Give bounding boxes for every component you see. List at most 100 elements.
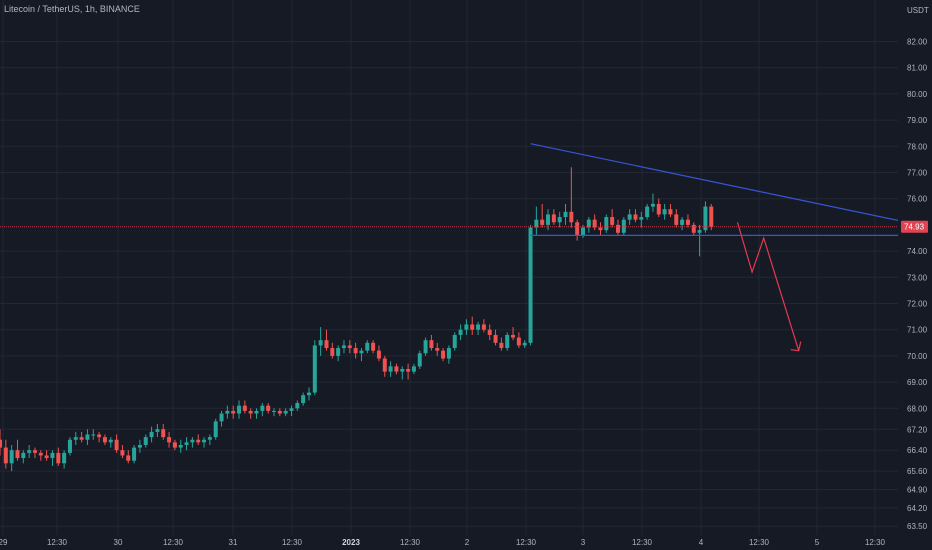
price-tick-label: 63.50 — [907, 522, 928, 531]
candle-body — [633, 214, 638, 220]
candle-body — [697, 230, 702, 233]
price-tick-label: 81.00 — [907, 64, 928, 73]
candle-body — [50, 452, 55, 459]
candle-body — [32, 450, 37, 453]
candle-body — [441, 350, 446, 359]
candle-body — [534, 219, 539, 228]
price-tick-label: 69.00 — [907, 378, 928, 387]
price-tick-label: 77.00 — [907, 169, 928, 178]
candle-body — [62, 452, 67, 464]
candle-body — [685, 219, 690, 225]
candle-body — [627, 214, 632, 220]
candle-body — [202, 439, 207, 443]
time-tick-label: 12:30 — [163, 538, 184, 547]
last-price-badge — [901, 220, 928, 233]
price-tick-label: 76.00 — [907, 195, 928, 204]
candle-body — [207, 437, 212, 440]
candle-body — [260, 405, 265, 411]
candle-body — [318, 340, 323, 346]
projection-path — [736, 222, 800, 351]
candle-body — [499, 342, 504, 349]
candle-body — [231, 410, 236, 414]
candle-body — [604, 217, 609, 231]
candle-body — [27, 450, 32, 453]
candle-body — [196, 439, 201, 443]
candle-body — [353, 348, 358, 354]
time-tick-label: 29 — [0, 538, 8, 547]
candle-body — [505, 334, 510, 349]
candle-body — [172, 442, 177, 448]
candle-body — [656, 203, 661, 215]
candle-body — [248, 410, 253, 414]
time-axis-bg — [0, 535, 932, 550]
candle-body — [254, 410, 259, 414]
price-tick-label: 72.00 — [907, 300, 928, 309]
candle-body — [668, 209, 673, 215]
price-tick-label: 73.00 — [907, 273, 928, 282]
candle-body — [341, 345, 346, 349]
time-tick-label: 12:30 — [282, 538, 303, 547]
candle-body — [108, 439, 113, 443]
candle-body — [464, 324, 469, 330]
candle-body — [0, 439, 2, 448]
time-tick-label: 12:30 — [749, 538, 770, 547]
candle-body — [429, 340, 434, 349]
candle-body — [487, 329, 492, 335]
candle-body — [38, 452, 43, 456]
candle-body — [242, 405, 247, 411]
candle-body — [184, 442, 189, 445]
time-tick-label: 12:30 — [516, 538, 537, 547]
candle-body — [161, 429, 166, 438]
candle-body — [511, 334, 516, 338]
candle-body — [481, 324, 486, 330]
candle-body — [295, 403, 300, 409]
price-axis-bg — [898, 0, 932, 550]
candle-body — [406, 369, 411, 372]
candle-body — [289, 408, 294, 411]
candle-body — [44, 455, 49, 459]
candle-body — [365, 342, 370, 351]
candle-body — [394, 366, 399, 372]
candle-body — [411, 366, 416, 372]
candle-body — [126, 455, 131, 461]
candle-body — [388, 366, 393, 372]
candle-body — [167, 437, 172, 443]
time-tick-label: 31 — [229, 538, 238, 547]
candle-body — [336, 348, 341, 356]
candle-body — [15, 450, 20, 459]
candle-body — [114, 439, 119, 451]
candle-body — [85, 434, 90, 440]
candle-body — [382, 358, 387, 372]
candle-body — [213, 421, 218, 438]
candle-body — [91, 434, 96, 436]
candle-body — [301, 395, 306, 404]
candle-body — [569, 211, 574, 223]
candle-body — [219, 413, 224, 422]
candle-body — [551, 214, 556, 223]
chart-title: Litecoin / TetherUS, 1h, BINANCE — [4, 4, 140, 14]
candle-body — [709, 206, 714, 227]
candle-body — [557, 217, 562, 223]
time-tick-label: 5 — [815, 538, 820, 547]
candle-body — [277, 410, 282, 414]
candle-body — [522, 342, 527, 346]
price-axis-currency: USDT — [907, 6, 929, 15]
candle-body — [680, 219, 685, 225]
candle-body — [650, 203, 655, 207]
price-tick-label: 64.20 — [907, 504, 928, 513]
candle-body — [540, 219, 545, 225]
candle-body — [312, 345, 317, 393]
price-tick-label: 68.00 — [907, 404, 928, 413]
candle-body — [417, 353, 422, 367]
candle-body — [137, 444, 142, 448]
candle-body — [347, 345, 352, 349]
candle-body — [674, 214, 679, 225]
candle-body — [546, 214, 551, 225]
price-tick-label: 82.00 — [907, 38, 928, 47]
candle-body — [9, 450, 14, 464]
candle-body — [149, 431, 154, 438]
candle-body — [592, 219, 597, 228]
candle-body — [67, 439, 72, 453]
